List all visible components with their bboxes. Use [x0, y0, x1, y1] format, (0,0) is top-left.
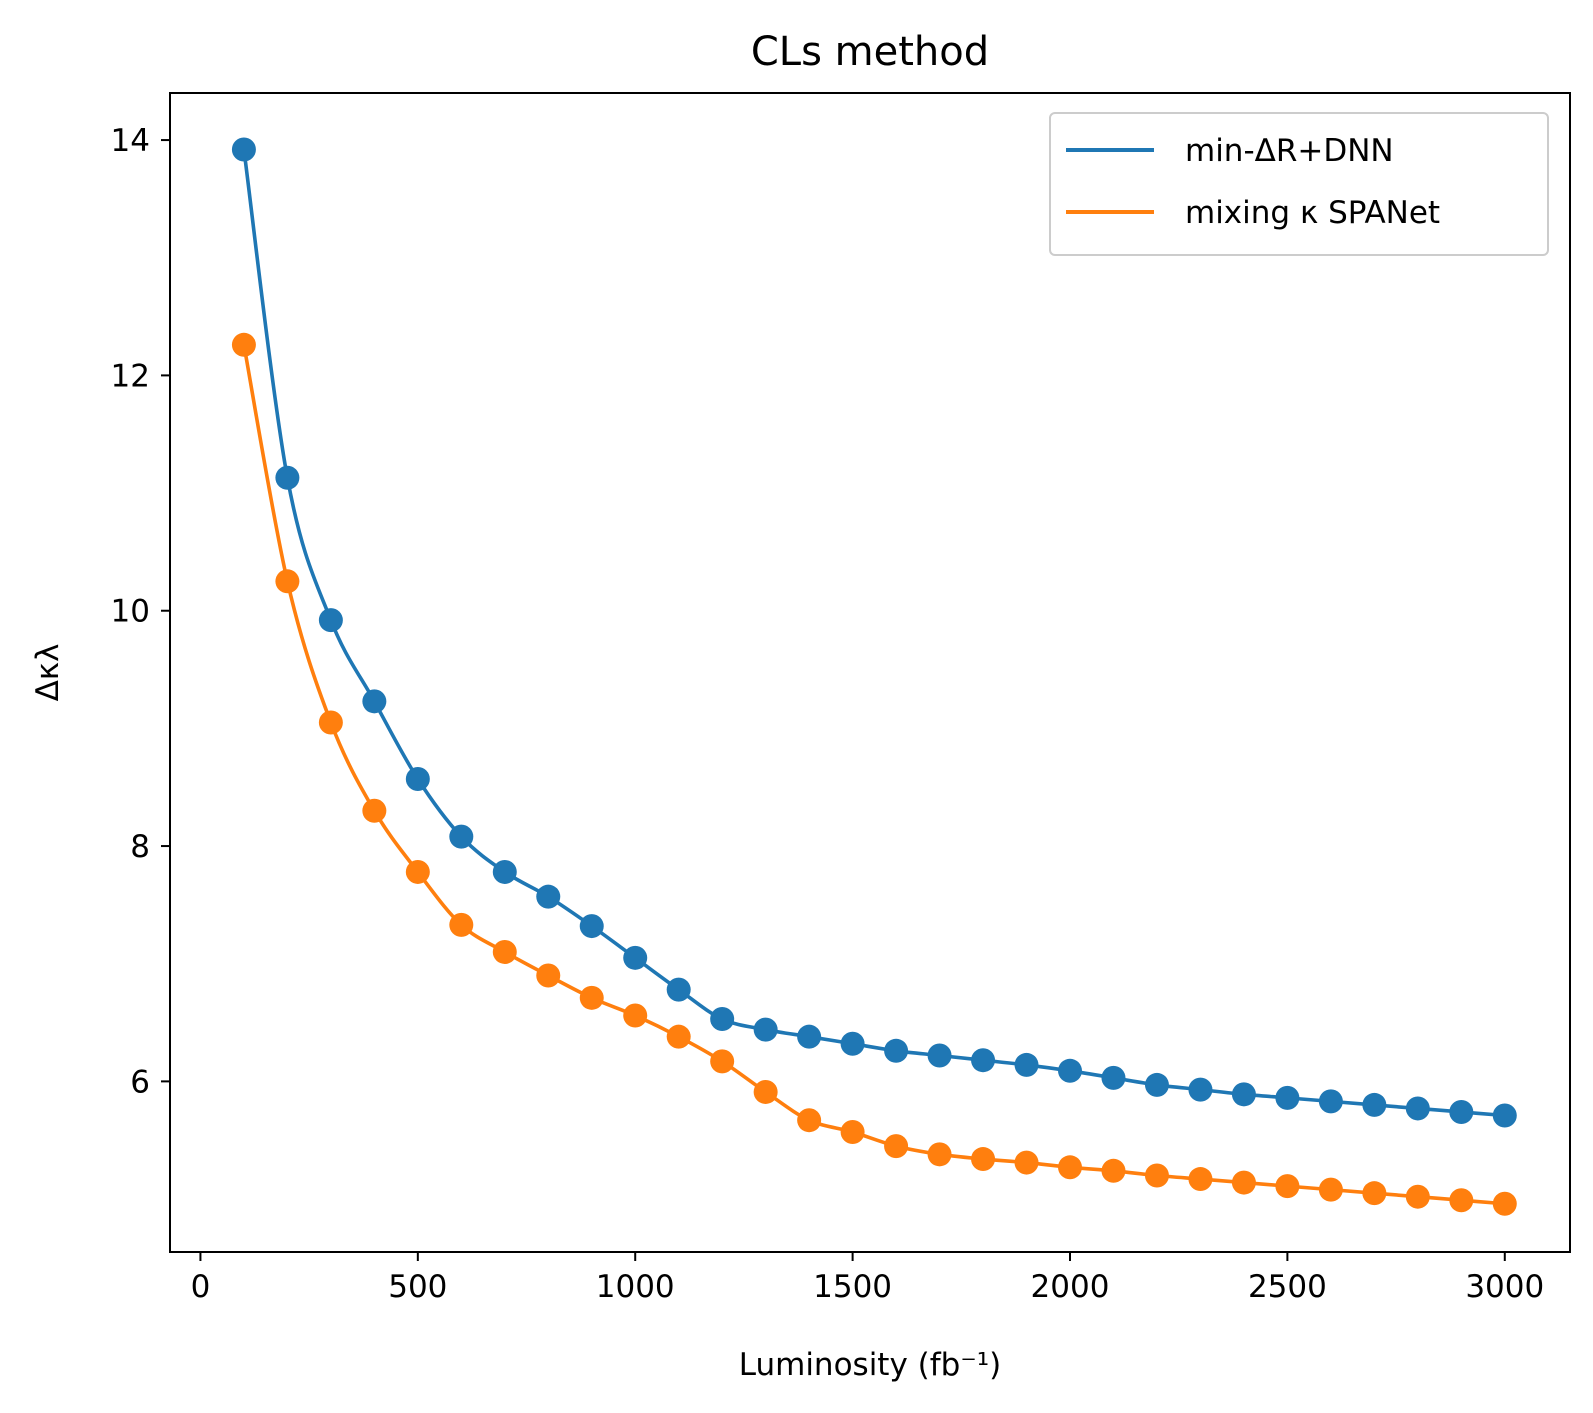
data-point	[710, 1007, 735, 1032]
data-point	[1449, 1099, 1474, 1124]
data-point	[536, 963, 561, 988]
data-point	[666, 1024, 691, 1049]
data-point	[318, 608, 343, 633]
plot-area	[231, 137, 1517, 1216]
data-point	[1492, 1103, 1517, 1128]
data-point	[405, 859, 430, 884]
data-point	[884, 1134, 909, 1159]
data-point	[1188, 1077, 1213, 1102]
data-point	[1101, 1065, 1126, 1090]
data-point	[1318, 1089, 1343, 1114]
data-point	[362, 689, 387, 714]
data-point	[1449, 1188, 1474, 1213]
data-point	[449, 824, 474, 849]
data-point	[753, 1079, 778, 1104]
data-point	[927, 1142, 952, 1167]
data-point	[840, 1031, 865, 1056]
legend-label: min-ΔR+DNN	[1185, 133, 1394, 169]
x-tick-label: 2000	[1031, 1269, 1110, 1305]
y-tick-label: 8	[130, 829, 150, 865]
data-point	[623, 945, 648, 970]
data-point	[1405, 1096, 1430, 1121]
data-point	[1144, 1072, 1169, 1097]
x-tick-label: 500	[388, 1269, 447, 1305]
data-point	[623, 1003, 648, 1028]
data-point	[1058, 1058, 1082, 1083]
data-point	[362, 798, 387, 823]
data-point	[1058, 1155, 1082, 1180]
data-point	[275, 569, 300, 594]
data-point	[666, 977, 691, 1002]
series-1	[231, 332, 1517, 1216]
data-point	[405, 766, 430, 791]
y-tick-label: 6	[130, 1064, 150, 1100]
x-tick-label: 1500	[813, 1269, 892, 1305]
data-point	[1014, 1052, 1039, 1077]
series-0	[231, 137, 1517, 1128]
legend: min-ΔR+DNN mixing κ SPANet	[1049, 112, 1549, 256]
data-point	[318, 710, 343, 735]
x-axis: 0 500 1000 1500 2000 2500 3000	[191, 1252, 1544, 1305]
data-point	[579, 985, 604, 1010]
data-point	[1144, 1163, 1169, 1188]
data-point	[710, 1049, 735, 1074]
data-point	[231, 332, 256, 357]
data-point	[579, 914, 604, 939]
data-point	[1405, 1184, 1430, 1209]
data-point	[1362, 1181, 1387, 1206]
legend-label: mixing κ SPANet	[1185, 195, 1440, 231]
data-point	[231, 137, 256, 162]
data-point	[1275, 1174, 1300, 1199]
data-point	[1101, 1158, 1126, 1183]
data-point	[797, 1108, 822, 1133]
data-point	[1362, 1092, 1387, 1117]
data-point	[1231, 1170, 1256, 1195]
data-point	[492, 859, 517, 884]
y-tick-label: 10	[111, 594, 150, 630]
data-point	[1492, 1191, 1517, 1216]
data-point	[275, 465, 300, 490]
data-point	[449, 912, 474, 937]
axes-frame	[169, 92, 1571, 1253]
data-point	[971, 1147, 996, 1172]
x-tick-label: 2500	[1248, 1269, 1327, 1305]
x-tick-label: 0	[191, 1269, 211, 1305]
x-tick-label: 1000	[596, 1269, 675, 1305]
y-tick-label: 12	[111, 358, 150, 394]
data-point	[1014, 1150, 1039, 1175]
data-point	[1275, 1085, 1300, 1110]
y-axis: 6 8 10 12 14	[111, 123, 170, 1100]
data-point	[753, 1017, 778, 1042]
data-point	[797, 1024, 822, 1049]
chart-title: CLs method	[751, 29, 989, 75]
x-axis-label: Luminosity (fb⁻¹)	[739, 1347, 1002, 1383]
x-tick-label: 3000	[1465, 1269, 1544, 1305]
y-tick-label: 14	[111, 123, 150, 159]
data-point	[1188, 1167, 1213, 1192]
data-point	[840, 1119, 865, 1144]
legend-box	[1049, 112, 1549, 256]
data-point	[536, 884, 561, 909]
data-point	[884, 1038, 909, 1063]
data-point	[492, 939, 517, 964]
data-point	[971, 1048, 996, 1073]
data-point	[1318, 1177, 1343, 1202]
data-point	[927, 1043, 952, 1068]
data-point	[1231, 1082, 1256, 1107]
y-axis-label: Δκλ	[30, 644, 66, 702]
